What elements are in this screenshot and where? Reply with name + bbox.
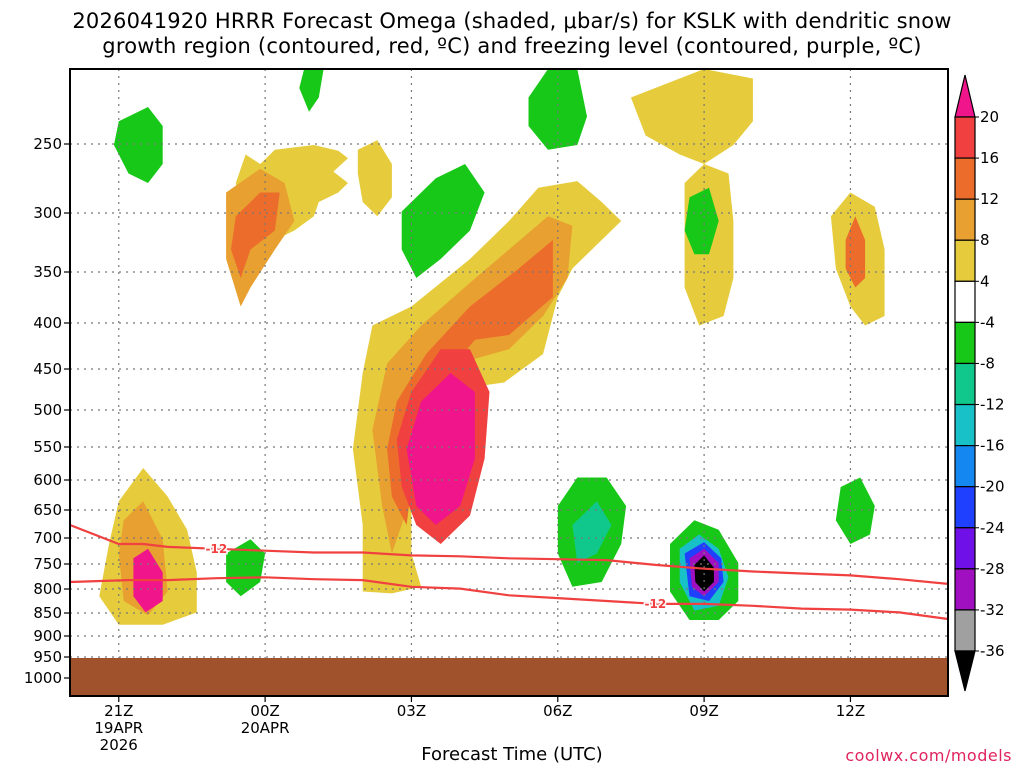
colorbar-label--8: -8 <box>980 354 995 372</box>
colorbar-label--28: -28 <box>980 560 1005 578</box>
colorbar-segment-12 <box>954 198 976 241</box>
omega-neg-green-left-small <box>226 539 266 597</box>
omega-neg-green-top-right <box>528 69 587 150</box>
x-tick-label-00Z: 00Z <box>250 702 279 720</box>
omega-neg-green-top-center <box>299 69 324 112</box>
x-tick-label-21Z: 21Z <box>104 702 133 720</box>
y-tick-label-1000: 1000 <box>24 669 62 687</box>
omega-pos-orangedeep-center <box>387 240 553 525</box>
dgz-contour-1 <box>69 523 949 585</box>
y-tick-label-900: 900 <box>33 627 62 645</box>
colorbar-segment--4 <box>954 321 976 365</box>
chart-title-line2: growth region (contoured, red, ºC) and f… <box>102 34 922 58</box>
y-tick-label-750: 750 <box>33 555 62 573</box>
colorbar-label--4: -4 <box>980 313 995 331</box>
colorbar-segment-4 <box>954 280 976 323</box>
y-tick-label-300: 300 <box>33 204 62 222</box>
omega-neg-green-top-left <box>113 107 163 183</box>
colorbar-label--32: -32 <box>980 601 1005 619</box>
colorbar-label-4: 4 <box>980 272 990 290</box>
chart-title-line1: 2026041920 HRRR Forecast Omega (shaded, … <box>72 9 952 33</box>
colorbar-label--36: -36 <box>980 642 1005 660</box>
omega-neg-green-right-column-upper <box>684 187 719 255</box>
colorbar-segment--28 <box>954 568 976 611</box>
colorbar-segment--24 <box>954 527 976 570</box>
colorbar-top-arrow <box>954 74 976 118</box>
omega-neg-teal-mid-low <box>572 501 612 563</box>
x-tick-label-09Z: 09Z <box>689 702 718 720</box>
y-axis: 250 300 350 400 450 500 550 600 650 700 750 800 850 9… <box>24 135 70 687</box>
colorbar-segment-16 <box>954 157 976 200</box>
colorbar-label-20: 20 <box>980 108 999 126</box>
colorbar-bottom-arrow <box>954 650 976 692</box>
y-tick-label-500: 500 <box>33 401 62 419</box>
omega-shading-layer <box>99 69 885 625</box>
y-tick-label-650: 650 <box>33 501 62 519</box>
dgz-contour-0 <box>69 576 949 621</box>
colorbar-segment--16 <box>954 445 976 488</box>
y-tick-label-700: 700 <box>33 529 62 547</box>
colorbar-label--24: -24 <box>980 519 1005 537</box>
terrain-block <box>70 658 948 696</box>
credit-text: coolwx.com/models <box>845 746 1012 765</box>
colorbar-label--12: -12 <box>980 396 1005 414</box>
x-tick-label-12Z: 12Z <box>836 702 865 720</box>
colorbar-label-12: 12 <box>980 190 999 208</box>
x-tick-label-03Z: 03Z <box>397 702 426 720</box>
colorbar-label--20: -20 <box>980 478 1005 496</box>
y-tick-label-450: 450 <box>33 360 62 378</box>
omega-pos-right-column-core <box>845 216 866 288</box>
colorbar-segment--20 <box>954 486 976 529</box>
y-tick-label-600: 600 <box>33 471 62 489</box>
dgz-contour-label-0: -12 <box>644 597 666 611</box>
colorbar-label--16: -16 <box>980 437 1005 455</box>
y-tick-label-350: 350 <box>33 263 62 281</box>
omega-pos-magenta-core <box>406 373 475 525</box>
y-tick-label-400: 400 <box>33 314 62 332</box>
colorbar-segment-8 <box>954 239 976 282</box>
omega-pos-left-column-core <box>231 192 280 278</box>
y-tick-label-250: 250 <box>33 135 62 153</box>
plot-frame <box>69 68 949 697</box>
y-tick-label-850: 850 <box>33 604 62 622</box>
colorbar-segment--8 <box>954 362 976 406</box>
omega-neg-green-right-column <box>835 477 875 544</box>
colorbar-segment--32 <box>954 609 976 652</box>
omega-pos-top-right <box>630 69 753 164</box>
y-tick-label-800: 800 <box>33 580 62 598</box>
y-tick-label-950: 950 <box>33 648 62 666</box>
x-tick-date-21Z: 19APR <box>94 719 143 737</box>
colorbar-segment--12 <box>954 403 976 447</box>
colorbar-label-16: 16 <box>980 149 999 167</box>
colorbar: 20 16 12 8 4 -4 -8 -12 -16 -20 -24 -28 -32 -36 <box>954 74 1005 692</box>
x-tick-date-00Z: 20APR <box>241 719 290 737</box>
grid-layer <box>70 69 948 696</box>
colorbar-segment-20 <box>954 116 976 159</box>
x-axis-title: Forecast Time (UTC) <box>421 744 603 765</box>
y-tick-label-550: 550 <box>33 438 62 456</box>
colorbar-label-8: 8 <box>980 231 990 249</box>
omega-pos-top-small <box>357 140 392 217</box>
x-tick-label-06Z: 06Z <box>543 702 572 720</box>
x-tick-year-21Z: 2026 <box>100 736 138 754</box>
omega-neg-green-upper-center <box>401 164 485 278</box>
dgz-contour-label-1: -12 <box>205 542 227 556</box>
